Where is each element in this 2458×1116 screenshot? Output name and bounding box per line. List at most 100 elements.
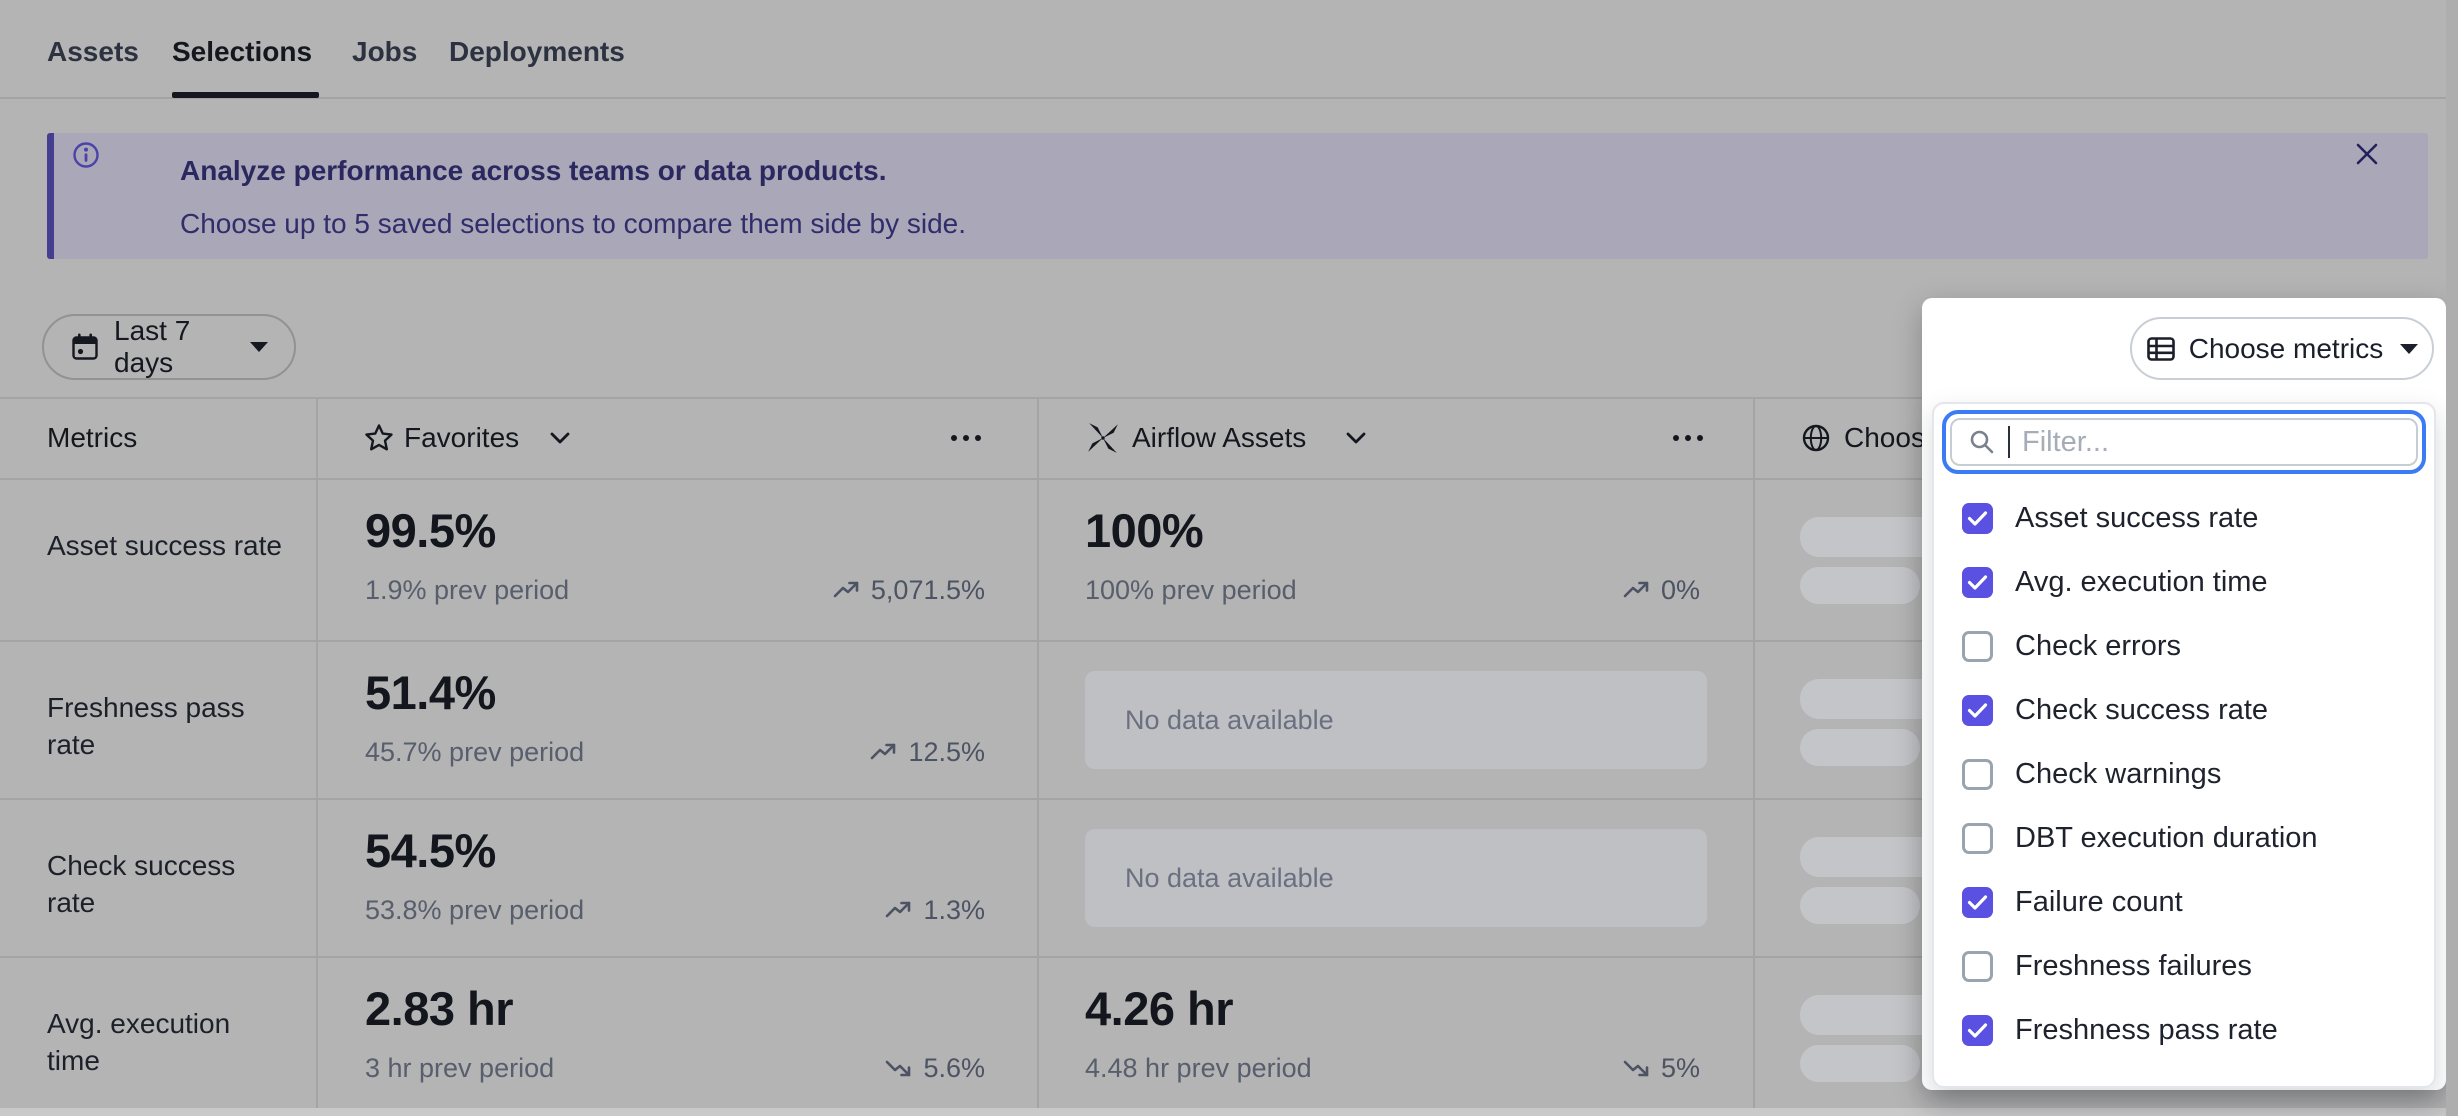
choose-metrics-panel: Choose metrics Asset success rate: [1922, 298, 2446, 1090]
table-icon: [2146, 335, 2176, 363]
trend-up-icon: [869, 741, 899, 763]
airflow-prev-period: 100% prev period: [1085, 575, 1297, 605]
info-icon: [72, 141, 100, 169]
text-cursor: [2008, 426, 2010, 458]
star-icon: [363, 422, 395, 454]
favorites-prev-period: 53.8% prev period: [365, 895, 585, 925]
checkbox-unchecked-icon[interactable]: [1962, 758, 1993, 790]
favorites-value: 2.83 hr: [365, 982, 514, 1035]
search-icon: [1968, 428, 1996, 456]
calendar-icon: [70, 332, 100, 362]
active-tab-underline: [172, 92, 319, 98]
caret-down-icon: [2400, 343, 2419, 354]
trend-up-icon: [884, 899, 914, 921]
favorites-value: 54.5%: [365, 824, 496, 877]
table-row: Check success rate 54.5% 53.8% prev peri…: [0, 799, 2458, 957]
checkbox-checked-icon[interactable]: [1962, 886, 1993, 918]
table-border: [1037, 397, 1039, 1108]
tab-jobs[interactable]: Jobs: [352, 36, 418, 67]
table-row: Asset success rate 99.5% 1.9% prev perio…: [0, 479, 2458, 641]
chevron-down-icon[interactable]: [549, 431, 571, 445]
tab-deployments[interactable]: Deployments: [449, 36, 625, 67]
filter-input[interactable]: [2022, 425, 2400, 459]
metric-label: Asset success rate: [47, 530, 282, 561]
banner-subtitle: Choose up to 5 saved selections to compa…: [180, 208, 966, 239]
horizontal-scrollbar[interactable]: [0, 1108, 2446, 1116]
vertical-scrollbar[interactable]: [2446, 0, 2458, 1116]
metric-label: Freshness pass rate: [47, 692, 245, 760]
choose-metrics-label: Choose metrics: [2188, 332, 2384, 364]
filter-field-wrap: [1942, 410, 2426, 474]
info-banner: Analyze performance across teams or data…: [47, 133, 2428, 259]
table-row: Freshness pass rate 51.4% 45.7% prev per…: [0, 641, 2458, 799]
table-header-row: Metrics Favorites Airflow Assets Choose: [0, 397, 2458, 479]
metric-option-asset-success-rate[interactable]: Asset success rate: [1934, 486, 2438, 550]
trend-down-icon: [884, 1057, 914, 1079]
airflow-prev-period: 4.48 hr prev period: [1085, 1053, 1312, 1083]
banner-title: Analyze performance across teams or data…: [180, 155, 887, 186]
checkbox-unchecked-icon[interactable]: [1962, 630, 1993, 662]
favorites-value: 99.5%: [365, 504, 496, 557]
favorites-value: 51.4%: [365, 666, 496, 719]
airflow-value: 4.26 hr: [1085, 982, 1234, 1035]
checkbox-unchecked-icon[interactable]: [1962, 822, 1993, 854]
top-nav: Assets Selections Jobs Deployments: [0, 0, 2458, 99]
favorites-trend: 5,071.5%: [832, 575, 985, 605]
metric-option-check-warnings[interactable]: Check warnings: [1934, 742, 2438, 806]
table-border: [0, 640, 2458, 642]
metrics-column-header: Metrics: [47, 422, 138, 453]
metrics-dropdown: Asset success rate Avg. execution time C…: [1932, 402, 2436, 1088]
chevron-down-icon[interactable]: [1345, 431, 1367, 445]
banner-accent-bar: [47, 133, 54, 259]
favorites-menu-icon[interactable]: [951, 435, 981, 441]
checkbox-checked-icon[interactable]: [1962, 694, 1993, 726]
airflow-pinwheel-icon: [1086, 421, 1120, 455]
metric-option-check-errors[interactable]: Check errors: [1934, 614, 2438, 678]
favorites-prev-period: 3 hr prev period: [365, 1053, 555, 1083]
column-header-airflow-assets[interactable]: Airflow Assets: [1132, 422, 1307, 453]
table-border: [0, 478, 2458, 480]
checkbox-checked-icon[interactable]: [1962, 1014, 1993, 1046]
favorites-trend: 12.5%: [869, 737, 985, 767]
table-border: [316, 397, 318, 1108]
checkbox-checked-icon[interactable]: [1962, 566, 1993, 598]
tab-assets[interactable]: Assets: [47, 36, 139, 67]
metric-label: Avg. execution time: [47, 1008, 231, 1076]
skeleton-loader: [1800, 887, 1920, 924]
column-header-favorites[interactable]: Favorites: [404, 422, 520, 453]
trend-up-icon: [832, 579, 862, 601]
checkbox-checked-icon[interactable]: [1962, 502, 1993, 534]
favorites-prev-period: 45.7% prev period: [365, 737, 585, 767]
choose-metrics-button[interactable]: Choose metrics: [2130, 317, 2434, 380]
table-border: [0, 397, 2458, 399]
favorites-trend: 5.6%: [884, 1053, 985, 1083]
table-border: [1753, 397, 1755, 1108]
tab-selections[interactable]: Selections: [172, 36, 313, 67]
metric-option-dbt-execution-duration[interactable]: DBT execution duration: [1934, 806, 2438, 870]
metric-option-freshness-pass-rate[interactable]: Freshness pass rate: [1934, 998, 2438, 1062]
metric-option-check-success-rate[interactable]: Check success rate: [1934, 678, 2438, 742]
checkbox-unchecked-icon[interactable]: [1962, 950, 1993, 982]
metric-option-freshness-failures[interactable]: Freshness failures: [1934, 934, 2438, 998]
table-border: [0, 798, 2458, 800]
table-row: Avg. execution time 2.83 hr 3 hr prev pe…: [0, 957, 2458, 1108]
airflow-value: 100%: [1085, 504, 1204, 557]
airflow-menu-icon[interactable]: [1673, 435, 1703, 441]
metric-option-avg-execution-time[interactable]: Avg. execution time: [1934, 550, 2438, 614]
skeleton-loader: [1800, 729, 1920, 766]
favorites-trend: 1.3%: [884, 895, 985, 925]
table-border: [0, 956, 2458, 958]
globe-icon: [1800, 422, 1832, 454]
skeleton-loader: [1800, 567, 1920, 604]
metric-label: Check success rate: [47, 850, 236, 918]
trend-up-icon: [1622, 579, 1652, 601]
date-range-button[interactable]: Last 7 days: [42, 314, 296, 380]
skeleton-loader: [1800, 1045, 1920, 1082]
metric-option-failure-count[interactable]: Failure count: [1934, 870, 2438, 934]
airflow-trend: 0%: [1622, 575, 1700, 605]
close-icon[interactable]: [2354, 141, 2380, 167]
date-range-label: Last 7 days: [114, 315, 191, 378]
trend-down-icon: [1622, 1057, 1652, 1079]
airflow-trend: 5%: [1622, 1053, 1700, 1083]
